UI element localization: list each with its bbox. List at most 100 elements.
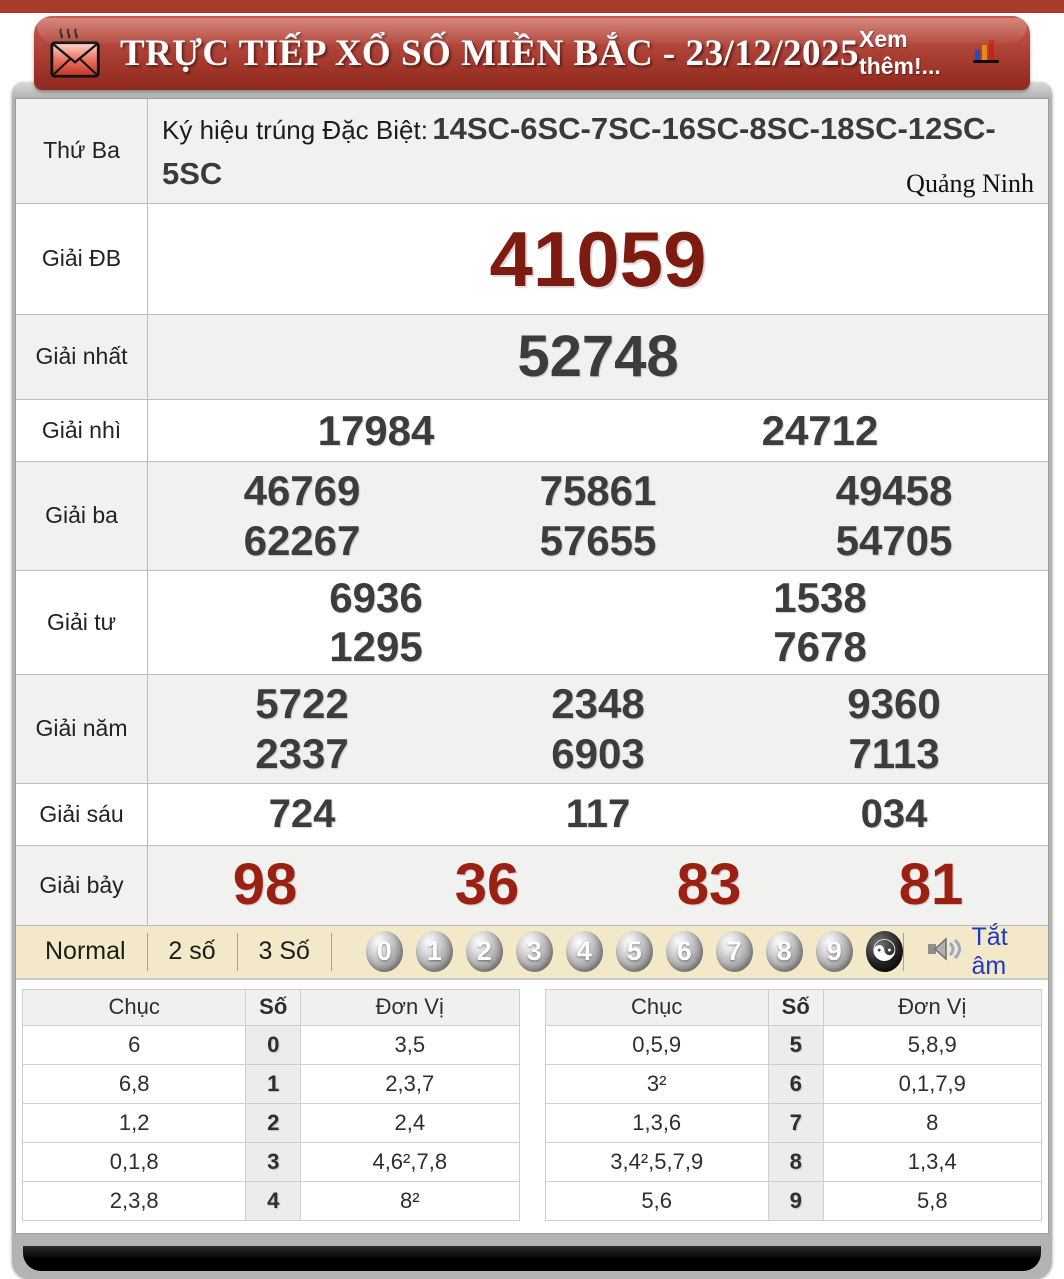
prize-values: 98 36 83 81 [148, 846, 1048, 925]
stats-cell: 0,1,8 [21, 1141, 247, 1182]
table-row: 0,5,9 5 5,8,9 [544, 1024, 1043, 1065]
stats-header-donvi: Đơn Vị [822, 988, 1043, 1026]
toolbar-divider [236, 932, 238, 971]
table-row: 6,8 1 2,3,7 [21, 1063, 520, 1104]
yinyang-ball-icon[interactable]: ☯ [865, 931, 903, 973]
prize-row-third: Giải ba 46769 75861 49458 62267 57655 54… [16, 461, 1048, 571]
stats-cell-digit: 9 [767, 1180, 824, 1221]
prize-number: 49458 [835, 467, 953, 515]
stats-cell: 1,3,6 [544, 1102, 769, 1143]
toolbar-divider [330, 932, 332, 971]
stats-cell: 4,6²,7,8 [300, 1141, 520, 1182]
prize-number: 2348 [551, 680, 645, 728]
stats-cell: 8 [822, 1102, 1043, 1143]
stats-cell: 5,8 [822, 1180, 1043, 1221]
prize-number: 6903 [551, 729, 645, 777]
number-ball-8[interactable]: 8 [765, 931, 803, 973]
stats-cell: 6 [21, 1024, 247, 1065]
number-ball-5[interactable]: 5 [615, 931, 653, 973]
see-more-link[interactable]: Xem thêm!... [859, 26, 941, 79]
stats-cell-digit: 1 [245, 1063, 302, 1104]
prize-number: 724 [268, 791, 336, 836]
prize-number: 98 [232, 852, 298, 918]
prize-values: 5722 2348 9360 2337 6903 7113 [148, 675, 1048, 783]
prize-values: 52748 [148, 315, 1048, 399]
prize-label: Giải nhì [16, 399, 148, 461]
toolbar-divider [902, 932, 904, 971]
stats-cell-digit: 5 [767, 1024, 824, 1065]
stats-cell-digit: 3 [245, 1141, 302, 1182]
stats-cell-digit: 4 [245, 1180, 302, 1221]
stats-cell: 1,2 [21, 1102, 247, 1143]
top-accent-strip [0, 0, 1064, 13]
toolbar-divider [146, 932, 148, 971]
table-row: 3,4²,5,7,9 8 1,3,4 [544, 1141, 1043, 1182]
stats-header-so: Số [767, 988, 824, 1026]
prize-values: 17984 24712 [148, 400, 1048, 461]
stats-cell: 0,5,9 [544, 1024, 769, 1065]
stats-cell-digit: 7 [767, 1102, 824, 1143]
mode-button-2so[interactable]: 2 số [168, 937, 216, 966]
prize-row-special: Giải ĐB 41059 [16, 203, 1048, 315]
mute-button[interactable]: Tắt âm [902, 922, 1040, 981]
number-ball-group: 0 1 2 3 4 5 6 7 8 9 ☯ [365, 931, 903, 973]
prize-values: 6936 1538 1295 7678 [148, 571, 1048, 674]
prize-values: 41059 [148, 204, 1048, 314]
prize-row-fourth: Giải tư 6936 1538 1295 7678 [16, 570, 1048, 675]
number-ball-4[interactable]: 4 [565, 931, 603, 973]
prize-label: Giải ba [16, 461, 148, 570]
table-row: 0,1,8 3 4,6²,7,8 [21, 1141, 520, 1182]
prize-values: 46769 75861 49458 62267 57655 54705 [148, 462, 1048, 570]
stats-cell-digit: 8 [767, 1141, 824, 1182]
prize-label: Giải sáu [16, 783, 148, 845]
toolbar: Normal 2 số 3 Số 0 1 2 3 4 5 6 7 8 9 ☯ [16, 922, 1048, 981]
stats-cell: 3² [544, 1063, 769, 1104]
stats-header-donvi: Đơn Vị [300, 988, 520, 1026]
stats-header-so: Số [245, 988, 302, 1026]
prize-number: 7678 [773, 623, 867, 671]
stats-cell: 2,3,8 [21, 1180, 247, 1221]
prize-row-second: Giải nhì 17984 24712 [16, 399, 1048, 462]
stats-table-left: Chục Số Đơn Vị 6 0 3,5 6,8 1 2,3,7 1,2 2 [21, 988, 520, 1221]
number-ball-1[interactable]: 1 [415, 931, 453, 973]
number-ball-7[interactable]: 7 [715, 931, 753, 973]
prize-number: 81 [898, 852, 964, 918]
stats-cell: 5,8,9 [822, 1024, 1043, 1065]
stats-cell: 0,1,7,9 [822, 1063, 1043, 1104]
panel-bottom-pad [15, 1271, 1049, 1279]
mode-button-normal[interactable]: Normal [45, 937, 126, 966]
stats-cell-digit: 0 [245, 1024, 302, 1065]
prize-number: 36 [454, 852, 520, 918]
table-row: 1,2 2 2,4 [21, 1102, 520, 1143]
prize-number: 6936 [329, 573, 423, 621]
prize-number: 034 [860, 791, 928, 836]
mute-label: Tắt âm [971, 922, 1008, 980]
table-row: 1,3,6 7 8 [544, 1102, 1043, 1143]
number-ball-6[interactable]: 6 [665, 931, 703, 973]
stats-cell: 2,4 [300, 1102, 520, 1143]
prize-label: Giải năm [16, 674, 148, 783]
prize-label: Giải ĐB [16, 203, 148, 314]
prize-number: 54705 [835, 516, 953, 564]
prize-number: 7113 [848, 729, 940, 777]
stats-cell: 1,3,4 [822, 1141, 1043, 1182]
envelope-icon [48, 27, 104, 79]
prize-number: 62267 [243, 516, 361, 564]
prize-number: 9360 [847, 680, 941, 728]
stats-cell-digit: 2 [245, 1102, 302, 1143]
prize-number: 41059 [489, 214, 707, 303]
number-ball-9[interactable]: 9 [815, 931, 853, 973]
prize-number: 2337 [255, 729, 349, 777]
prize-number: 24712 [761, 406, 879, 454]
number-ball-2[interactable]: 2 [465, 931, 503, 973]
number-ball-3[interactable]: 3 [515, 931, 553, 973]
number-ball-0[interactable]: 0 [365, 931, 403, 973]
prize-number: 117 [565, 791, 631, 836]
stats-cell: 2,3,7 [300, 1063, 520, 1104]
bar-chart-icon[interactable] [972, 37, 1002, 70]
prize-row-first: Giải nhất 52748 [16, 314, 1048, 400]
table-row: 6 0 3,5 [21, 1024, 520, 1065]
mode-button-3so[interactable]: 3 Số [258, 937, 310, 966]
prize-label: Giải bảy [16, 845, 148, 925]
speaker-icon [926, 934, 962, 969]
